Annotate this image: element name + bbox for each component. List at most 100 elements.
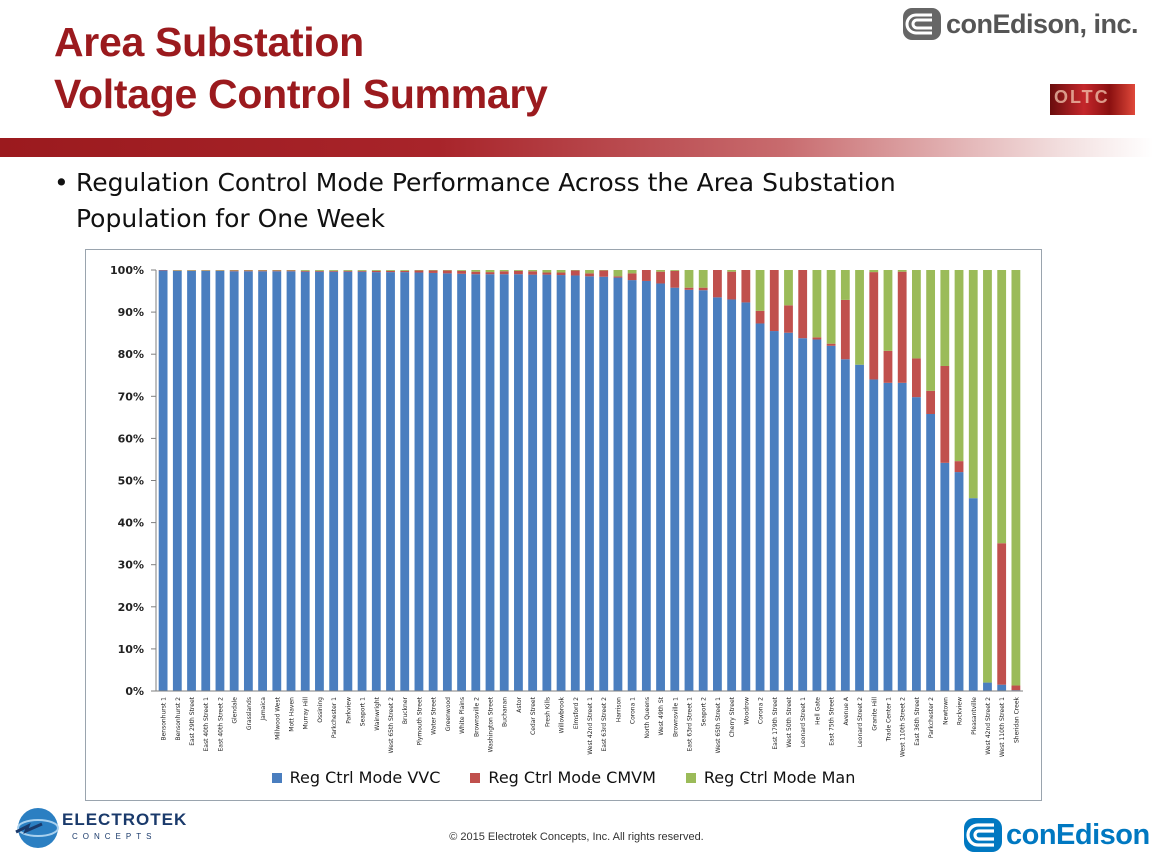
bar-segment-cmvm <box>243 270 253 272</box>
bar-segment-man <box>869 270 879 273</box>
bar-segment-cmvm <box>613 276 623 278</box>
bar-segment-vvc <box>784 332 793 691</box>
electrotek-globe-icon <box>15 808 59 848</box>
bar-segment-man <box>371 270 381 271</box>
bar-segment-man <box>912 270 921 359</box>
bar-segment-man <box>471 270 481 272</box>
bar-segment-cmvm <box>229 270 239 272</box>
electrotek-logo: ELECTROTEK CONCEPTS <box>12 804 192 854</box>
bar-segment-vvc <box>883 382 893 691</box>
bar-segment-vvc <box>442 273 452 691</box>
legend-item: Reg Ctrl Mode VVC <box>271 768 441 787</box>
bar-segment-cmvm <box>684 287 694 290</box>
bar-segment-vvc <box>897 382 907 691</box>
y-tick-label: 30% <box>118 559 144 572</box>
bar-segment-cmvm <box>570 270 580 276</box>
bar-segment-cmvm <box>826 343 836 346</box>
bar-segment-vvc <box>926 413 936 691</box>
bar-segment-cmvm <box>840 299 850 360</box>
bar-segment-vvc <box>585 276 594 691</box>
bar-segment-cmvm <box>1011 685 1021 691</box>
bar-segment-vvc <box>386 272 395 691</box>
conedison-inc-logo: conEdison, inc. <box>902 6 1139 42</box>
bar-segment-cmvm <box>997 543 1007 685</box>
bar-segment-cmvm <box>883 350 893 383</box>
bar-segment-cmvm <box>329 270 339 272</box>
legend-label: Reg Ctrl Mode VVC <box>289 768 441 787</box>
x-tick-label: Wainwright <box>374 696 381 730</box>
y-tick-label: 40% <box>118 517 144 530</box>
bar-segment-vvc <box>215 270 225 691</box>
electrotek-subtext: CONCEPTS <box>72 832 157 841</box>
bar-segment-cmvm <box>585 273 594 277</box>
bar-segment-man <box>627 270 637 274</box>
x-tick-label: East 40th Street 1 <box>203 697 210 752</box>
x-tick-label: Jamaica <box>260 697 267 722</box>
bar-segment-man <box>997 270 1007 544</box>
x-tick-label: Water Street <box>431 696 438 735</box>
legend-item: Reg Ctrl Mode CMVM <box>470 768 656 787</box>
bar-segment-cmvm <box>812 337 822 340</box>
bar-segment-vvc <box>940 462 950 691</box>
x-tick-label: Seaport 2 <box>701 697 708 726</box>
bar-segment-vvc <box>798 338 808 691</box>
bar-segment-vvc <box>201 270 211 691</box>
bar-segment-man <box>329 270 339 271</box>
bar-segment-man <box>400 270 410 271</box>
x-tick-label: Cedar Street <box>530 696 537 735</box>
bar-segment-vvc <box>400 272 410 691</box>
bar-segment-cmvm <box>713 270 722 298</box>
chart-legend: Reg Ctrl Mode VVC Reg Ctrl Mode CMVM Reg C… <box>86 768 1041 787</box>
bar-segment-cmvm <box>755 310 765 324</box>
bar-segment-man <box>300 270 310 271</box>
bar-segment-vvc <box>826 345 836 691</box>
bar-segment-vvc <box>229 271 239 691</box>
bar-segment-cmvm <box>599 270 609 277</box>
bar-segment-man <box>883 270 893 351</box>
bar-segment-cmvm <box>670 270 680 288</box>
bar-segment-man <box>357 270 367 271</box>
bar-segment-cmvm <box>641 270 651 281</box>
bar-segment-vvc <box>286 271 296 691</box>
brand-wordmark: conEdison, inc. <box>946 8 1139 39</box>
x-tick-label: East 75th Street <box>829 696 836 745</box>
bar-segment-cmvm <box>940 365 950 463</box>
x-tick-label: Woodrow <box>743 697 750 725</box>
bar-segment-vvc <box>613 277 623 691</box>
y-tick-label: 60% <box>118 432 144 445</box>
bar-segment-vvc <box>187 270 196 691</box>
y-tick-label: 70% <box>118 390 144 403</box>
x-tick-label: West 42nd Street 1 <box>587 697 594 755</box>
bar-segment-man <box>670 270 680 271</box>
x-tick-label: East 36th Street <box>914 696 921 745</box>
x-tick-label: Greenwood <box>445 697 452 731</box>
bar-segment-man <box>897 270 907 272</box>
bar-segment-vvc <box>514 274 523 691</box>
x-tick-label: Leonard Street 1 <box>800 697 807 747</box>
bar-segment-vvc <box>713 297 722 691</box>
x-tick-label: Cherry Street <box>729 696 736 737</box>
bar-segment-vvc <box>414 272 424 691</box>
bar-segment-vvc <box>357 271 367 691</box>
bar-segment-man <box>812 270 822 338</box>
bar-segment-cmvm <box>428 270 438 273</box>
bar-segment-cmvm <box>954 461 964 473</box>
bar-segment-man <box>499 270 509 272</box>
x-tick-label: Hell Gate <box>814 697 821 725</box>
bar-segment-cmvm <box>741 270 751 303</box>
bar-segment-cmvm <box>371 270 381 273</box>
bar-segment-man <box>315 270 324 271</box>
bar-segment-cmvm <box>400 270 410 273</box>
bar-segment-cmvm <box>528 271 538 275</box>
bar-segment-cmvm <box>769 270 779 332</box>
bar-segment-vvc <box>912 397 921 691</box>
bar-segment-vvc <box>172 270 182 691</box>
bar-segment-man <box>755 270 765 311</box>
bar-segment-vvc <box>471 274 481 691</box>
bar-segment-man <box>968 270 978 499</box>
bar-segment-cmvm <box>627 273 637 281</box>
bar-segment-vvc <box>243 271 253 691</box>
x-tick-label: Glendale <box>232 697 239 724</box>
y-tick-label: 0% <box>125 685 144 698</box>
x-tick-label: Corona 2 <box>758 697 765 724</box>
